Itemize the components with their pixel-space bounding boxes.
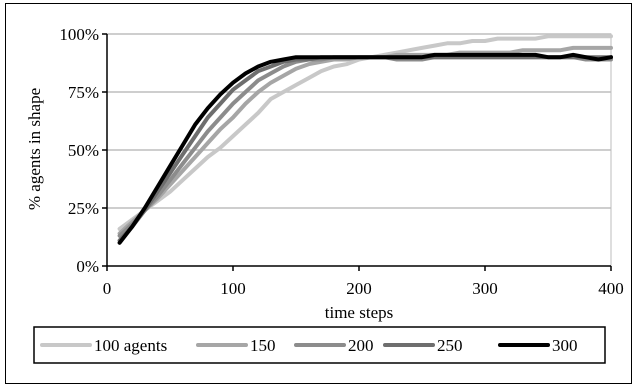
y-tick-label-2: 50%: [68, 141, 99, 160]
legend-label-4: 300: [552, 336, 578, 355]
y-axis-label: % agents in shape: [25, 88, 44, 210]
y-tick-label-0: 0%: [76, 257, 99, 276]
y-tick-label-3: 75%: [68, 83, 99, 102]
legend-label-3: 250: [437, 336, 463, 355]
x-tick-label-0: 0: [103, 279, 112, 298]
x-tick-label-2: 200: [346, 279, 372, 298]
legend-label-0: 100 agents: [94, 336, 167, 355]
legend-label-2: 200: [348, 336, 374, 355]
legend: 100 agents 150 200 250 300: [33, 326, 606, 364]
x-tick-label-3: 300: [472, 279, 498, 298]
gridlines: [106, 33, 612, 267]
series-line-0: [117, 34, 613, 231]
x-axis-label: time steps: [325, 303, 393, 322]
series-line-4: [117, 52, 613, 245]
x-tick-label-1: 100: [220, 279, 246, 298]
x-tick-label-4: 400: [598, 279, 624, 298]
axes: 0% 25% 50% 75% 100% 0 100 200 300 400: [59, 25, 623, 298]
series-lines: [117, 34, 613, 245]
y-tick-label-4: 100%: [59, 25, 99, 44]
chart-frame: [5, 3, 632, 384]
legend-label-1: 150: [250, 336, 276, 355]
series-line-2: [117, 55, 613, 238]
y-tick-label-1: 25%: [68, 199, 99, 218]
